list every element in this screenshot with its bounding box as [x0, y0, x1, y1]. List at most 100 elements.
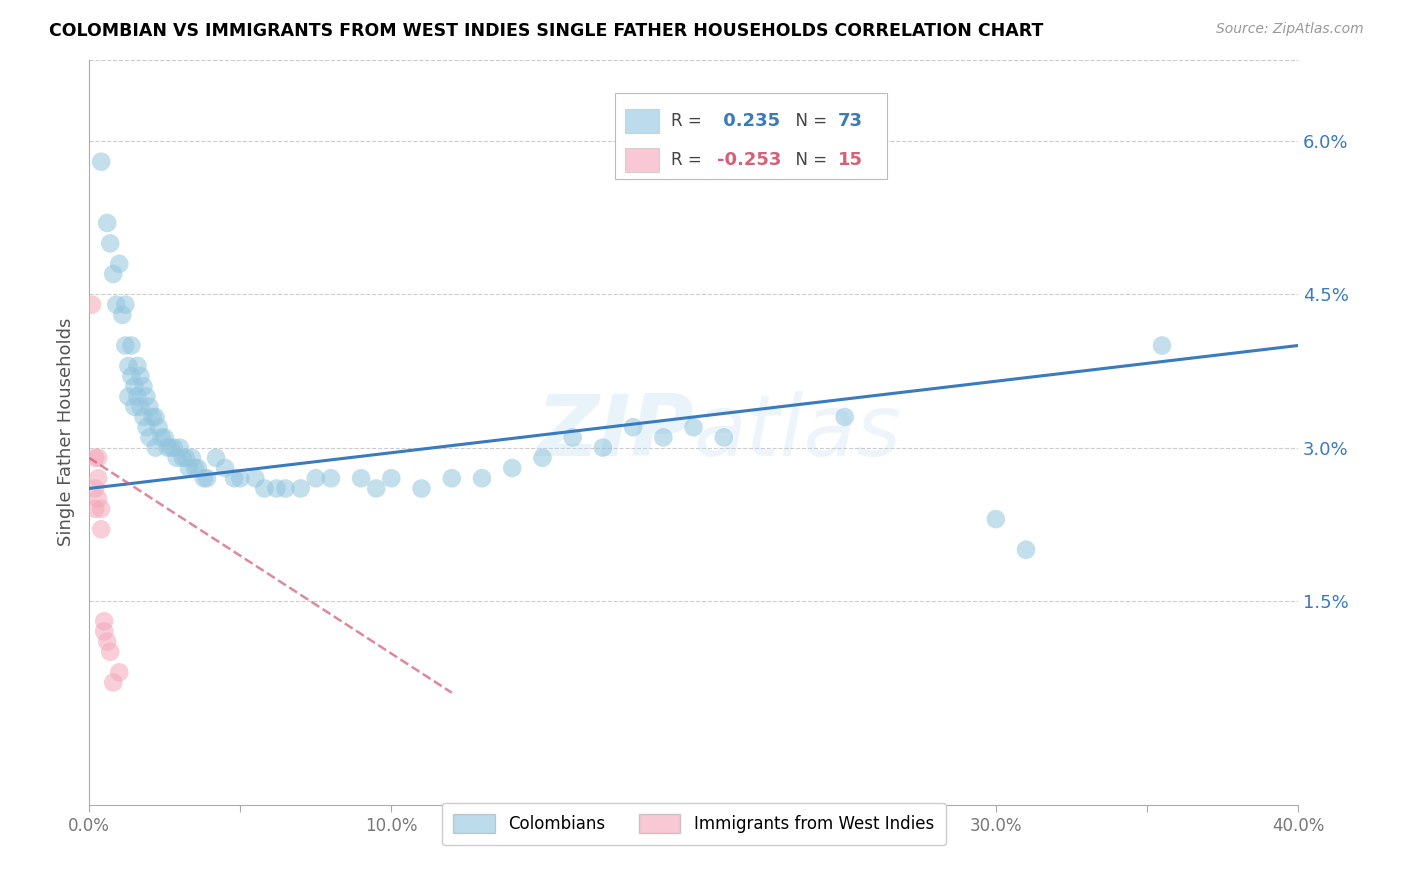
Point	[266, 482, 288, 496]
Text: atlas: atlas	[693, 391, 901, 474]
Point	[1015, 542, 1038, 557]
Point	[108, 257, 131, 271]
Text: R =: R =	[671, 112, 707, 129]
Point	[350, 471, 373, 485]
Point	[156, 441, 179, 455]
Point	[93, 614, 115, 628]
Point	[531, 450, 554, 465]
Point	[87, 450, 110, 465]
Point	[471, 471, 494, 485]
Point	[114, 338, 136, 352]
Point	[111, 308, 134, 322]
Point	[561, 430, 583, 444]
Point	[172, 450, 194, 465]
Point	[87, 471, 110, 485]
Point	[229, 471, 252, 485]
Text: 73: 73	[838, 112, 862, 129]
Point	[253, 482, 276, 496]
Point	[124, 379, 146, 393]
Bar	[624, 148, 658, 172]
Point	[682, 420, 704, 434]
Point	[117, 390, 139, 404]
Point	[127, 390, 149, 404]
Point	[87, 491, 110, 506]
Point	[184, 461, 207, 475]
Point	[96, 634, 118, 648]
Point	[124, 400, 146, 414]
Point	[177, 461, 200, 475]
Point	[153, 430, 176, 444]
Point	[90, 502, 112, 516]
Point	[98, 236, 121, 251]
Point	[103, 267, 125, 281]
Point	[120, 369, 142, 384]
Point	[652, 430, 675, 444]
Point	[84, 482, 107, 496]
Text: ZIP: ZIP	[536, 391, 693, 474]
Text: R =: R =	[671, 151, 707, 169]
Text: -0.253: -0.253	[717, 151, 780, 169]
Point	[108, 665, 131, 680]
Point	[120, 338, 142, 352]
Point	[129, 369, 152, 384]
FancyBboxPatch shape	[614, 93, 887, 179]
Point	[180, 450, 202, 465]
Point	[80, 298, 103, 312]
Point	[138, 400, 160, 414]
Point	[159, 441, 181, 455]
Legend: Colombians, Immigrants from West Indies: Colombians, Immigrants from West Indies	[441, 803, 946, 845]
Point	[166, 450, 188, 465]
Point	[195, 471, 218, 485]
Point	[366, 482, 388, 496]
Point	[93, 624, 115, 639]
Point	[117, 359, 139, 373]
Point	[187, 461, 209, 475]
Point	[135, 390, 157, 404]
Point	[145, 441, 167, 455]
Point	[105, 298, 128, 312]
Point	[150, 430, 173, 444]
Point	[290, 482, 312, 496]
Point	[214, 461, 236, 475]
Point	[592, 441, 614, 455]
Point	[96, 216, 118, 230]
Point	[205, 450, 228, 465]
Point	[319, 471, 342, 485]
Point	[1152, 338, 1174, 352]
Point	[132, 379, 155, 393]
Point	[148, 420, 170, 434]
Point	[274, 482, 297, 496]
Y-axis label: Single Father Households: Single Father Households	[58, 318, 75, 547]
Point	[984, 512, 1007, 526]
Point	[135, 420, 157, 434]
Point	[305, 471, 328, 485]
Point	[98, 645, 121, 659]
Point	[411, 482, 433, 496]
Text: N =: N =	[786, 112, 832, 129]
Point	[174, 450, 197, 465]
Point	[90, 522, 112, 536]
Point	[84, 502, 107, 516]
Point	[169, 441, 191, 455]
Text: 15: 15	[838, 151, 862, 169]
Point	[440, 471, 463, 485]
Point	[129, 400, 152, 414]
Point	[713, 430, 735, 444]
Point	[132, 409, 155, 424]
Point	[193, 471, 215, 485]
Point	[163, 441, 186, 455]
Point	[103, 675, 125, 690]
Point	[138, 430, 160, 444]
Point	[141, 409, 163, 424]
Text: COLOMBIAN VS IMMIGRANTS FROM WEST INDIES SINGLE FATHER HOUSEHOLDS CORRELATION CH: COLOMBIAN VS IMMIGRANTS FROM WEST INDIES…	[49, 22, 1043, 40]
Point	[501, 461, 523, 475]
Text: Source: ZipAtlas.com: Source: ZipAtlas.com	[1216, 22, 1364, 37]
Point	[84, 450, 107, 465]
Point	[834, 409, 856, 424]
Point	[245, 471, 267, 485]
Text: N =: N =	[786, 151, 832, 169]
Bar	[624, 109, 658, 133]
Point	[114, 298, 136, 312]
Point	[224, 471, 246, 485]
Point	[380, 471, 402, 485]
